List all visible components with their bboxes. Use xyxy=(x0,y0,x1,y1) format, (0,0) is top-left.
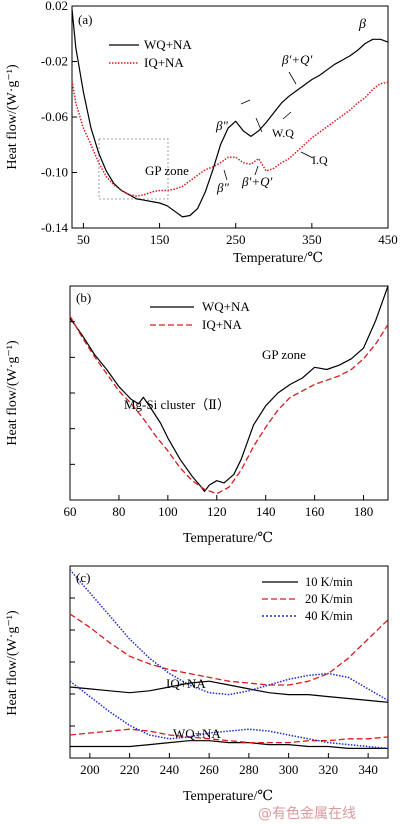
panel-b-series-line-1 xyxy=(69,315,389,495)
panel-c-series-line-5 xyxy=(69,680,389,750)
panel-a-y-tick-label: -0.06 xyxy=(41,109,69,124)
panel-a-annotation-gp-zone: GP zone xyxy=(145,163,189,178)
panel-c-legend: 10 K/min 20 K/min 40 K/min xyxy=(262,575,353,623)
panel-b-y-axis-title: Heat flow/(W·g⁻¹) xyxy=(5,340,20,446)
panel-b-x-tick-label: 100 xyxy=(158,504,178,519)
panel-c-x-tick-label: 320 xyxy=(319,762,339,777)
panel-c-label: (c) xyxy=(76,570,90,585)
panel-c-series-line-0 xyxy=(69,680,389,703)
panel-a-legend: WQ+NA IQ+NA xyxy=(109,37,192,70)
panel-c-x-axis-title: Temperature/℃ xyxy=(183,789,273,804)
panel-a-annotation-beta-prime-q-bottom: β′+Q′ xyxy=(241,174,272,189)
panel-a-legend-label-iq: IQ+NA xyxy=(144,55,184,70)
panel-c-legend-label-40: 40 K/min xyxy=(305,609,353,623)
panel-a-label: (a) xyxy=(78,12,92,27)
panel-b-x-tick-label: 120 xyxy=(207,504,227,519)
panel-a-x-tick-label: 350 xyxy=(302,232,322,247)
panel-c-x-tick-label: 240 xyxy=(160,762,180,777)
panel-c-x-tick-label: 340 xyxy=(358,762,378,777)
panel-a-zoom-box xyxy=(98,138,169,200)
panel-a-series-line-0 xyxy=(71,8,389,218)
panel-c-annotation-wq-na: WQ+NA xyxy=(173,726,221,741)
panel-a-annotation-wq: W.Q xyxy=(272,126,294,140)
panel-b-chart: 60 80 100 120 140 160 180 (b) WQ+NA IQ+NA GP z… xyxy=(5,285,389,546)
panel-a-series-line-1 xyxy=(71,80,389,197)
panel-a-annotation-beta: β xyxy=(358,17,366,32)
panel-a-y-axis-title: Heat flow/(W·g⁻¹) xyxy=(5,64,20,170)
panel-c-series-line-2 xyxy=(69,569,389,702)
panel-a-x-tick-label: 450 xyxy=(378,232,398,247)
panel-a-y-tick-label: -0.14 xyxy=(41,220,69,235)
panel-c-series-line-4 xyxy=(69,728,389,744)
panel-c-legend-label-10: 10 K/min xyxy=(305,575,353,589)
panel-a-chart: 50 150 250 350 450 0.02 -0.02 -0.06 -0.10 -0.14 (… xyxy=(5,0,398,266)
panel-a-annotation-beta-double-prime-top: β″ xyxy=(215,118,228,133)
panel-c-y-axis-title: Heat flow/(W·g⁻¹) xyxy=(5,610,20,716)
panel-a-x-tick-label: 250 xyxy=(226,232,246,247)
panel-c-x-tick-label: 280 xyxy=(239,762,259,777)
panel-b-legend: WQ+NA IQ+NA xyxy=(150,299,250,332)
panel-b-series-line-0 xyxy=(69,285,389,492)
panel-a-annotation-iq: I.Q xyxy=(312,153,328,167)
panel-b-ticks: 60 80 100 120 140 160 180 xyxy=(64,321,374,519)
panel-b-x-axis-title: Temperature/℃ xyxy=(183,531,273,546)
panel-c-x-tick-label: 260 xyxy=(199,762,219,777)
panel-a-y-tick-label: 0.02 xyxy=(45,0,68,13)
panel-b-legend-label-iq: IQ+NA xyxy=(202,317,242,332)
panel-c-legend-label-20: 20 K/min xyxy=(305,592,353,606)
panel-a-x-tick-label: 150 xyxy=(150,232,170,247)
panel-c-chart: 200 220 240 260 280 300 320 340 (c) 10 K/min 20… xyxy=(5,565,389,804)
panel-a-annotation-beta-double-prime-bottom: β″ xyxy=(216,180,229,195)
panel-b-x-tick-label: 60 xyxy=(64,504,77,519)
panel-b-annotation-mg-si-cluster: Mg-Si cluster（Ⅱ） xyxy=(124,397,230,412)
panel-b-x-tick-label: 160 xyxy=(305,504,325,519)
panel-b-series xyxy=(69,285,389,495)
panel-b-legend-label-wq: WQ+NA xyxy=(202,299,250,314)
panel-a-ticks: 50 150 250 350 450 0.02 -0.02 -0.06 -0.10 -0.14 xyxy=(41,0,398,247)
panel-b-x-tick-label: 140 xyxy=(256,504,276,519)
panel-c-x-tick-label: 220 xyxy=(120,762,140,777)
panel-b-label: (b) xyxy=(76,290,91,305)
panel-a-y-tick-label: -0.10 xyxy=(41,165,68,180)
panel-c-series xyxy=(69,569,389,750)
panel-c-series-line-3 xyxy=(70,740,388,750)
watermark: @有色金属在线 xyxy=(258,805,356,822)
panel-b-x-tick-label: 80 xyxy=(112,504,125,519)
panel-a-series xyxy=(71,8,389,218)
panel-c-x-tick-label: 200 xyxy=(80,762,100,777)
panel-a-x-axis-title: Temperature/℃ xyxy=(233,251,323,266)
panel-c-annotation-iq-na: IQ+NA xyxy=(166,676,206,691)
panel-a-legend-label-wq: WQ+NA xyxy=(144,37,192,52)
panel-c-ticks: 200 220 240 260 280 300 320 340 xyxy=(70,597,378,777)
panel-a-x-tick-label: 50 xyxy=(77,232,90,247)
panel-c-series-line-1 xyxy=(69,613,389,686)
panel-b-x-tick-label: 180 xyxy=(354,504,374,519)
panel-b-annotation-gp-zone: GP zone xyxy=(262,347,306,362)
panel-a-y-tick-label: -0.02 xyxy=(41,54,68,69)
panel-a-annotation-beta-prime-q-top: β′+Q′ xyxy=(281,52,312,67)
panel-c-x-tick-label: 300 xyxy=(279,762,299,777)
panel-a-annotation-arrows xyxy=(223,71,314,181)
